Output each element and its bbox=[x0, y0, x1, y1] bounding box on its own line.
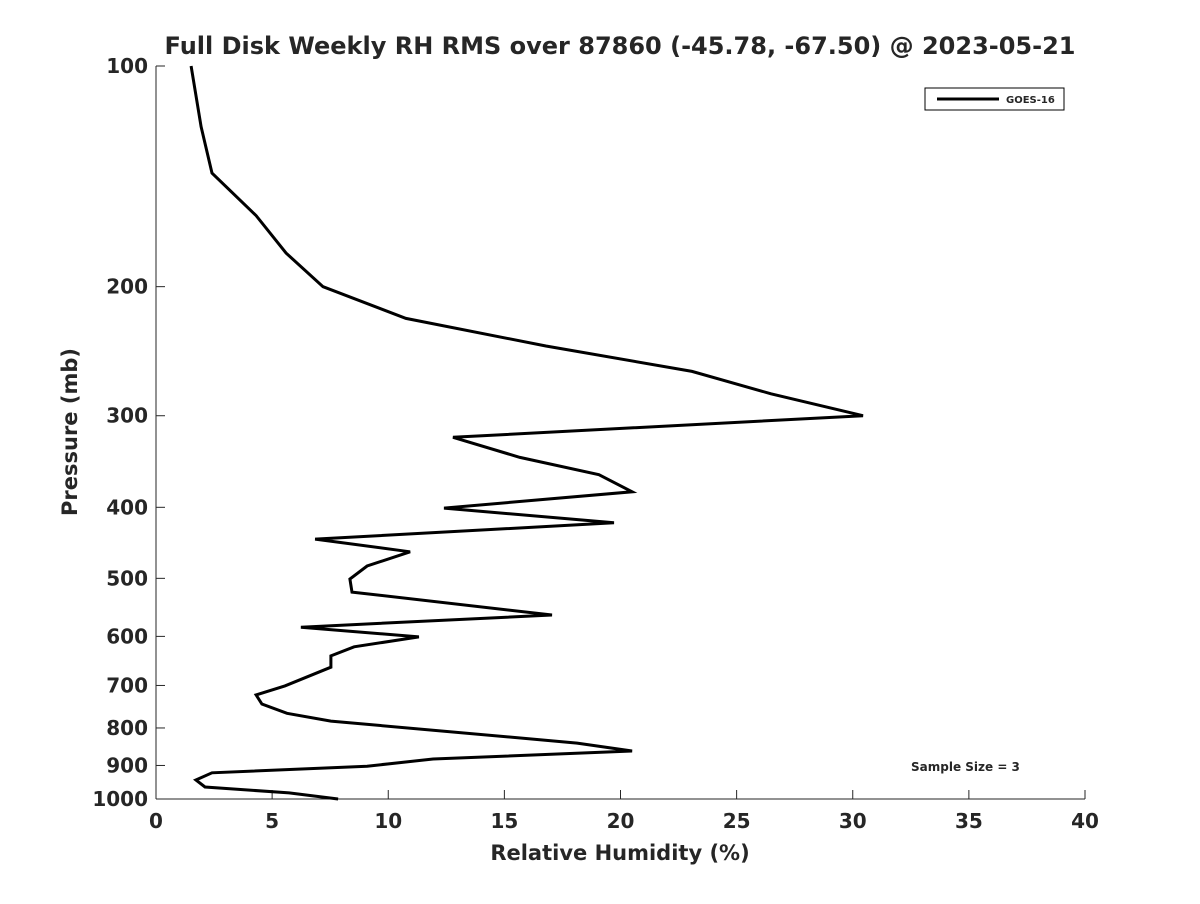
y-axis-label: Pressure (mb) bbox=[58, 348, 82, 516]
plot-area bbox=[189, 65, 864, 801]
x-axis-label: Relative Humidity (%) bbox=[490, 841, 749, 865]
y-tick-label: 200 bbox=[106, 275, 148, 299]
legend: GOES-16 bbox=[924, 87, 1065, 111]
series-line-goes-16 bbox=[189, 65, 864, 801]
x-tick-label: 0 bbox=[149, 809, 163, 833]
y-tick-label: 1000 bbox=[92, 787, 148, 811]
x-tick-label: 25 bbox=[723, 809, 751, 833]
x-tick-label: 5 bbox=[265, 809, 279, 833]
y-tick-label: 900 bbox=[106, 753, 148, 777]
y-tick-label: 500 bbox=[106, 566, 148, 590]
y-tick-label: 800 bbox=[106, 716, 148, 740]
x-tick-label: 35 bbox=[955, 809, 983, 833]
x-tick-label: 10 bbox=[374, 809, 402, 833]
sample-size-annotation: Sample Size = 3 bbox=[911, 760, 1020, 774]
y-tick-label: 600 bbox=[106, 624, 148, 648]
x-tick-label: 30 bbox=[839, 809, 867, 833]
x-tick-label: 40 bbox=[1071, 809, 1099, 833]
x-tick-label: 20 bbox=[607, 809, 635, 833]
x-tick-label: 15 bbox=[490, 809, 518, 833]
y-tick-label: 400 bbox=[106, 495, 148, 519]
y-tick-label: 300 bbox=[106, 404, 148, 428]
y-tick-label: 700 bbox=[106, 673, 148, 697]
y-tick-label: 100 bbox=[106, 54, 148, 78]
chart-title: Full Disk Weekly RH RMS over 87860 (-45.… bbox=[165, 32, 1076, 60]
axes: 0 5 10 15 20 25 30 35 40 100 200 300 400 500 600 700 800… bbox=[92, 54, 1099, 833]
legend-label-goes-16: GOES-16 bbox=[1006, 95, 1055, 106]
